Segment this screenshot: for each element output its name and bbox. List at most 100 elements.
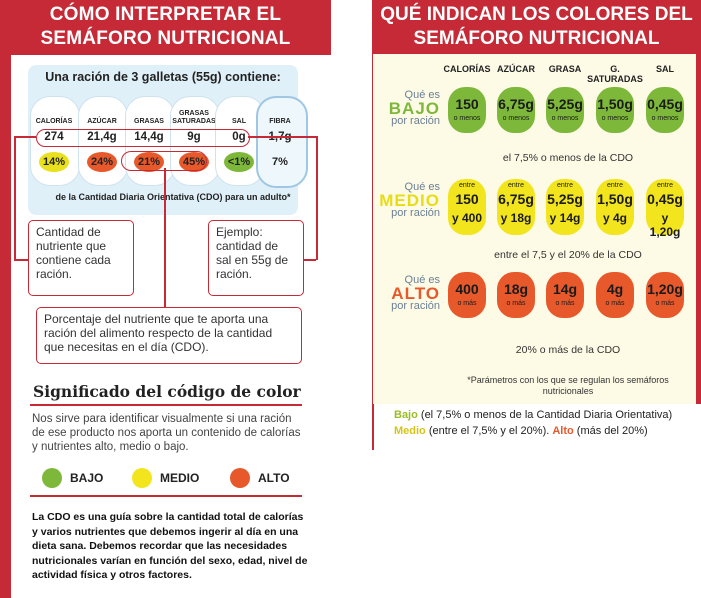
cell-prefix: entre: [459, 182, 475, 189]
cell-suffix: o más: [555, 300, 575, 307]
legend-label-alto: ALTO: [258, 471, 290, 485]
legend-label-bajo: BAJO: [70, 471, 104, 485]
color-code-text: Nos sirve para identificar visualmente s…: [32, 413, 301, 453]
cell-suffix: o más: [605, 300, 625, 307]
cell-suffix: o menos: [651, 115, 679, 122]
divider: [30, 404, 302, 406]
nutrient-value: 21,4g: [87, 131, 117, 143]
connector-line: [248, 136, 316, 138]
cell-value: 1,50g: [597, 191, 633, 207]
nutrient-value: 9g: [187, 131, 201, 143]
level-cell: 14g o más: [546, 272, 584, 318]
column-header: CALORÍAS: [443, 64, 491, 74]
left-title: CÓMO INTERPRETAR EL SEMÁFORO NUTRICIONAL: [0, 3, 331, 51]
cell-value: 1,20g: [647, 281, 683, 297]
level-cell: entre 5,25g y 14g: [546, 179, 584, 235]
legend-dot-medio: [132, 468, 152, 488]
level-per-serving: por ración: [391, 300, 440, 312]
cell-value: 150: [455, 96, 479, 112]
cell-suffix: y 400: [451, 211, 483, 225]
legend-label-medio: MEDIO: [160, 471, 200, 485]
level-label: Qué es BAJO por ración: [375, 89, 440, 128]
cell-value: 0,45g: [647, 96, 683, 112]
level-per-serving: por ración: [391, 115, 440, 127]
cell-value: 6,75g: [498, 191, 534, 207]
level-word: MEDIO: [379, 191, 440, 210]
left-title-line1: CÓMO INTERPRETAR EL: [49, 4, 282, 25]
callout-example: Ejemplo: cantidad de sal en 55g de ració…: [208, 220, 304, 296]
cell-suffix: o más: [457, 300, 477, 307]
level-question: Qué es: [404, 181, 440, 193]
level-cell: entre 6,75g y 18g: [497, 179, 535, 235]
cell-suffix: o más: [506, 300, 526, 307]
level-per-serving: por ración: [391, 207, 440, 219]
cell-value: 4g: [606, 281, 624, 297]
legend-medio-text: (entre el 7,5% y el 20%).: [425, 425, 553, 437]
column-header: G. SATURADAS: [587, 64, 643, 84]
value-row-highlight: [36, 129, 250, 147]
legend-dot-bajo: [42, 468, 62, 488]
level-word: ALTO: [391, 284, 440, 303]
legend-medio-word: Medio: [394, 425, 426, 437]
right-title-line1: QUÉ INDICAN LOS COLORES DEL: [380, 4, 693, 25]
cell-value: 5,25g: [547, 191, 583, 207]
nutrient-value: 274: [44, 131, 64, 143]
nutrient-percentage: 21%: [134, 152, 164, 172]
cell-value: 1,50g: [597, 96, 633, 112]
nutrient-percentage: <1%: [224, 152, 254, 172]
column-header: SAL: [656, 64, 674, 74]
level-cell: 4g o más: [596, 272, 634, 318]
level-word: BAJO: [388, 99, 440, 118]
cell-value: 6,75g: [498, 96, 534, 112]
footnote: *Parámetros con los que se regulan los s…: [467, 375, 669, 396]
color-code-title: Significado del código de color: [33, 382, 301, 401]
cell-suffix: y 1,20g: [649, 211, 681, 239]
cell-suffix: o menos: [601, 115, 629, 122]
level-cell: entre 1,50g y 4g: [596, 179, 634, 235]
level-note: el 7,5% o menos de la CDO: [502, 152, 634, 164]
level-cell: 5,25g o menos: [546, 87, 584, 133]
level-cell: 18g o más: [497, 272, 535, 318]
level-cell: 1,50g o menos: [596, 87, 634, 133]
level-cell: 150 o menos: [448, 87, 486, 133]
level-note: entre el 7,5 y el 20% de la CDO: [494, 249, 642, 261]
right-title: QUÉ INDICAN LOS COLORES DEL SEMÁFORO NUT…: [372, 3, 701, 51]
nutrient-percentage: 7%: [272, 156, 288, 168]
level-label: Qué es MEDIO por ración: [375, 181, 440, 220]
color-legend: Bajo (el 7,5% o menos de la Cantidad Dia…: [374, 404, 701, 450]
cdo-explanation: La CDO es una guía sobre la cantidad tot…: [32, 511, 308, 581]
cell-prefix: entre: [657, 182, 673, 189]
connector-line: [302, 259, 316, 261]
level-cell: 6,75g o menos: [497, 87, 535, 133]
cell-value: 0,45g: [647, 191, 683, 207]
level-cell: 0,45g o menos: [646, 87, 684, 133]
nutrient-value: 14,4g: [134, 131, 164, 143]
level-note: 20% o más de la CDO: [515, 344, 621, 356]
cell-prefix: entre: [557, 182, 573, 189]
cell-value: 400: [455, 281, 479, 297]
nutrient-name: AZÚCAR: [87, 118, 117, 125]
cell-suffix: o menos: [453, 115, 481, 122]
legend-alto-text: (más del 20%): [573, 425, 648, 437]
column-header: GRASA: [548, 64, 582, 74]
nutrient-cell: [256, 96, 308, 188]
legend-bajo-text: (el 7,5% o menos de la Cantidad Diaria O…: [417, 409, 673, 421]
connector-line: [14, 259, 28, 261]
level-cell: entre 0,45g y 1,20g: [646, 179, 684, 239]
callout-value: Cantidad de nutriente que contiene cada …: [28, 220, 134, 296]
connector-line: [14, 136, 16, 260]
nutrient-name: SAL: [232, 118, 246, 125]
cell-suffix: y 4g: [602, 211, 627, 225]
cdo-line: de la Cantidad Diaria Orientativa (CDO) …: [55, 192, 291, 202]
nutrient-name: CALORÍAS: [35, 118, 73, 125]
cell-value: 18g: [503, 281, 529, 297]
level-question: Qué es: [404, 274, 440, 286]
cell-suffix: o más: [655, 300, 675, 307]
level-cell: 400 o más: [448, 272, 486, 318]
nutrient-name: FIBRA: [269, 118, 291, 125]
cell-suffix: o menos: [551, 115, 579, 122]
cell-suffix: o menos: [502, 115, 530, 122]
level-cell: 1,20g o más: [646, 272, 684, 318]
level-label: Qué es ALTO por ración: [375, 274, 440, 313]
legend-bajo-word: Bajo: [394, 409, 418, 421]
